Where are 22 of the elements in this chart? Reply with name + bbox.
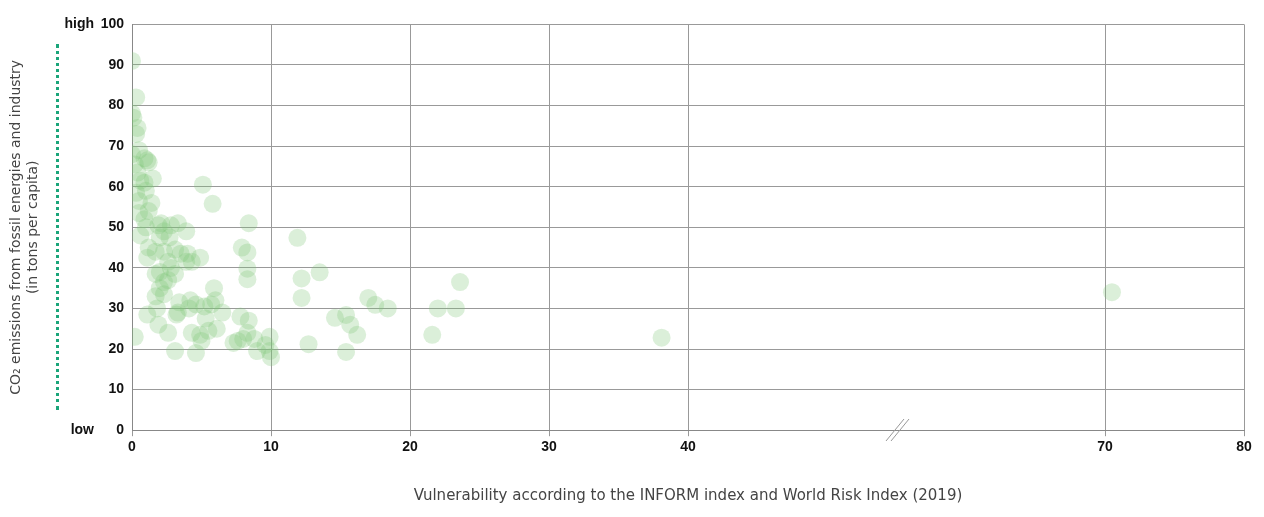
y-tick-label: 100	[100, 15, 125, 32]
text: high	[64, 15, 94, 32]
x-tick-label: 0	[128, 438, 137, 455]
y-tick-label: 90	[108, 55, 125, 72]
x-tick-label: 80	[1236, 438, 1252, 455]
y-axis-title: CO₂ emissions from fossil energies and industry (in tons per capita)	[7, 59, 40, 395]
y-tick-label: 40	[108, 258, 125, 275]
y-tick-label: 70	[108, 137, 125, 153]
y-tick-label: 50	[108, 218, 125, 235]
y-tick-label: 20	[108, 339, 125, 356]
text: low	[70, 421, 95, 438]
x-tick-label: 20	[402, 438, 418, 455]
x-tick-label: 70	[1097, 438, 1113, 455]
y-tick-label: 60	[108, 177, 125, 194]
y-tick-label: 30	[108, 299, 125, 316]
x-axis-title: Vulnerability according to the INFORM index and World Risk Index (2019)	[413, 485, 963, 504]
x-tick-label: 10	[263, 438, 279, 455]
y-tick-label: 10	[108, 380, 125, 397]
x-tick-label: 30	[541, 438, 557, 455]
x-tick-label: 40	[680, 438, 696, 455]
y-tick-label: 80	[108, 96, 125, 113]
y-tick-label: 0	[116, 421, 125, 438]
